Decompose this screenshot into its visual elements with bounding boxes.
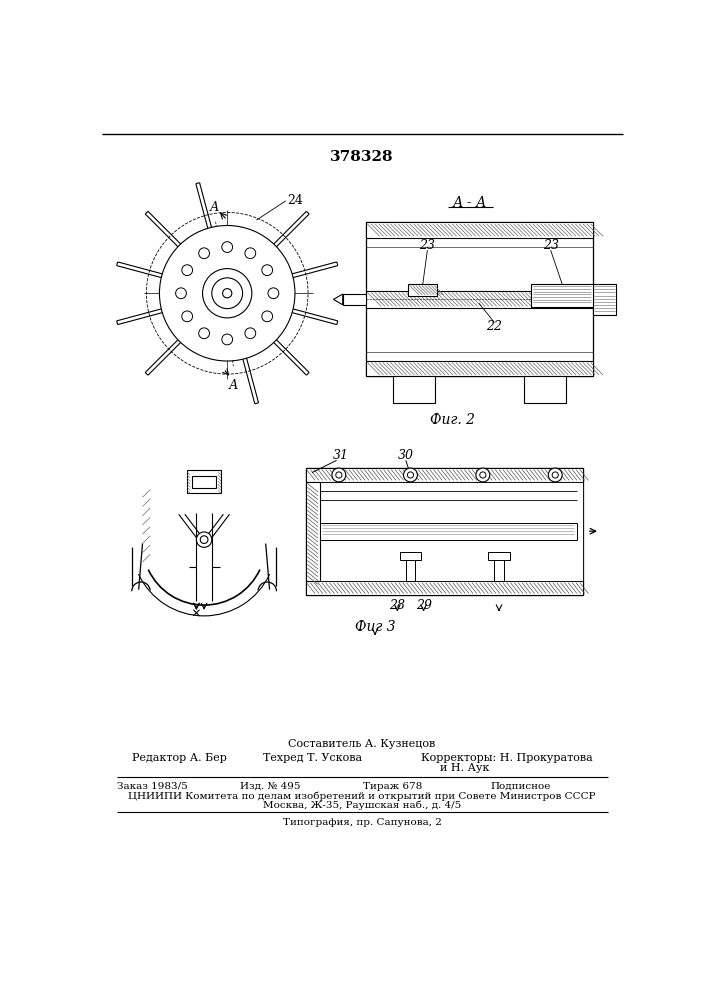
Text: Корректоры: Н. Прокуратова: Корректоры: Н. Прокуратова xyxy=(421,753,593,763)
Circle shape xyxy=(199,248,209,259)
Circle shape xyxy=(332,468,346,482)
Bar xyxy=(305,468,583,482)
Circle shape xyxy=(182,265,192,276)
Text: Фиг. 2: Фиг. 2 xyxy=(430,413,474,427)
Text: 378328: 378328 xyxy=(330,150,394,164)
Circle shape xyxy=(212,278,243,309)
Bar xyxy=(305,468,583,595)
Circle shape xyxy=(407,472,414,478)
Circle shape xyxy=(160,225,295,361)
Circle shape xyxy=(480,472,486,478)
Circle shape xyxy=(182,311,192,322)
Text: 28: 28 xyxy=(390,599,405,612)
Bar xyxy=(305,482,320,581)
Text: 30: 30 xyxy=(398,449,414,462)
Circle shape xyxy=(404,468,417,482)
Text: 23: 23 xyxy=(419,239,436,252)
Bar xyxy=(187,470,221,493)
Bar xyxy=(192,476,216,488)
Bar xyxy=(305,482,583,581)
Circle shape xyxy=(262,265,273,276)
Text: А: А xyxy=(228,379,238,392)
Circle shape xyxy=(245,248,256,259)
Text: и Н. Аук: и Н. Аук xyxy=(440,763,490,773)
Text: Подписное: Подписное xyxy=(491,782,551,791)
Bar xyxy=(532,284,593,307)
Bar xyxy=(524,376,566,403)
Circle shape xyxy=(552,472,559,478)
Bar xyxy=(393,376,435,403)
Bar xyxy=(366,361,593,376)
Bar xyxy=(343,294,366,305)
Text: Изд. № 495: Изд. № 495 xyxy=(240,782,300,791)
Bar xyxy=(408,284,438,296)
Bar xyxy=(406,552,415,581)
Text: Заказ 1983/5: Заказ 1983/5 xyxy=(117,782,188,791)
Text: 31: 31 xyxy=(332,449,349,462)
Circle shape xyxy=(223,289,232,298)
Text: А: А xyxy=(210,201,220,214)
Bar xyxy=(366,222,593,376)
Circle shape xyxy=(200,536,208,544)
Text: Редактор А. Бер: Редактор А. Бер xyxy=(132,753,228,763)
Bar xyxy=(494,552,503,581)
Text: Тираж 678: Тираж 678 xyxy=(363,782,423,791)
Text: 24: 24 xyxy=(287,194,303,207)
Circle shape xyxy=(203,269,252,318)
Bar xyxy=(366,291,593,308)
Bar xyxy=(593,284,616,315)
Text: 22: 22 xyxy=(486,320,503,333)
Bar xyxy=(320,523,577,540)
Text: Техред Т. Ускова: Техред Т. Ускова xyxy=(264,753,363,763)
Circle shape xyxy=(336,472,342,478)
Circle shape xyxy=(262,311,273,322)
Text: Составитель А. Кузнецов: Составитель А. Кузнецов xyxy=(288,739,436,749)
Circle shape xyxy=(222,242,233,252)
Bar xyxy=(366,222,593,238)
Circle shape xyxy=(476,468,490,482)
Circle shape xyxy=(197,532,212,547)
Circle shape xyxy=(549,468,562,482)
Polygon shape xyxy=(334,294,343,305)
Bar xyxy=(399,552,421,560)
Text: 29: 29 xyxy=(416,599,431,612)
Text: А - А: А - А xyxy=(452,196,487,210)
Bar xyxy=(305,581,583,595)
Text: Типография, пр. Сапунова, 2: Типография, пр. Сапунова, 2 xyxy=(283,818,441,827)
Bar xyxy=(489,552,510,560)
Circle shape xyxy=(268,288,279,299)
Text: 23: 23 xyxy=(542,239,559,252)
Circle shape xyxy=(245,328,256,339)
Text: ЦНИИПИ Комитета по делам изобретений и открытий при Совете Министров СССР: ЦНИИПИ Комитета по делам изобретений и о… xyxy=(128,791,596,801)
Text: Фиг 3: Фиг 3 xyxy=(355,620,395,634)
Text: Москва, Ж-35, Раушская наб., д. 4/5: Москва, Ж-35, Раушская наб., д. 4/5 xyxy=(263,801,461,810)
Circle shape xyxy=(199,328,209,339)
Circle shape xyxy=(175,288,187,299)
Circle shape xyxy=(222,334,233,345)
